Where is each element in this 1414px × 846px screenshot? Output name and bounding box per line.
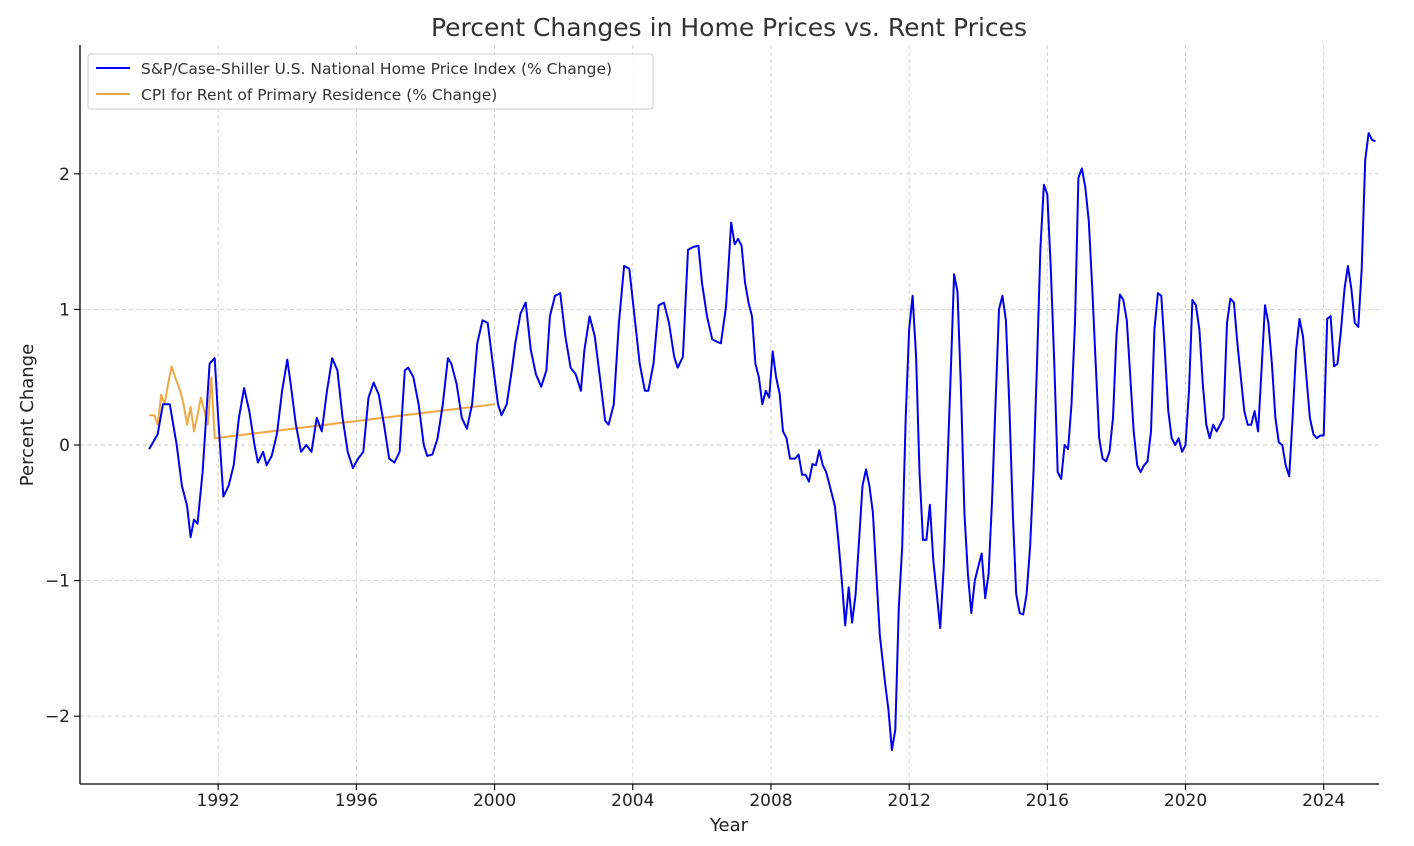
legend-label-rent-cpi: CPI for Rent of Primary Residence (% Cha… — [141, 86, 497, 104]
axes — [79, 45, 1379, 785]
legend-label-home-price: S&P/Case-Shiller U.S. National Home Pric… — [141, 60, 612, 78]
x-tick-label: 2024 — [1302, 791, 1345, 811]
y-axis-label: Percent Change — [17, 344, 38, 486]
x-tick-label: 2004 — [611, 791, 654, 811]
y-tick-label: 0 — [59, 436, 70, 456]
x-tick-label: 1992 — [197, 791, 240, 811]
y-tick-label: 1 — [59, 300, 70, 320]
x-axis-ticks: 1992 1996 2000 2004 2008 2012 2016 2020 2024 — [197, 784, 1345, 811]
y-tick-label: −1 — [45, 572, 70, 592]
home-price-series-line — [148, 132, 1376, 752]
x-tick-label: 2000 — [473, 791, 516, 811]
y-tick-label: 2 — [59, 165, 70, 185]
rent-cpi-series-line — [149, 365, 495, 440]
x-axis-label: Year — [709, 815, 749, 836]
legend: S&P/Case-Shiller U.S. National Home Pric… — [87, 53, 654, 110]
y-axis-ticks: −2 −1 0 1 2 — [45, 165, 80, 727]
x-tick-label: 1996 — [335, 791, 378, 811]
x-tick-label: 2020 — [1164, 791, 1207, 811]
grid-lines — [80, 45, 1379, 784]
series-lines — [148, 132, 1376, 752]
x-tick-label: 2012 — [888, 791, 931, 811]
x-tick-label: 2008 — [749, 791, 792, 811]
y-tick-label: −2 — [45, 707, 70, 727]
chart-title: Percent Changes in Home Prices vs. Rent … — [431, 13, 1027, 42]
legend-box — [87, 53, 654, 110]
x-tick-label: 2016 — [1026, 791, 1069, 811]
